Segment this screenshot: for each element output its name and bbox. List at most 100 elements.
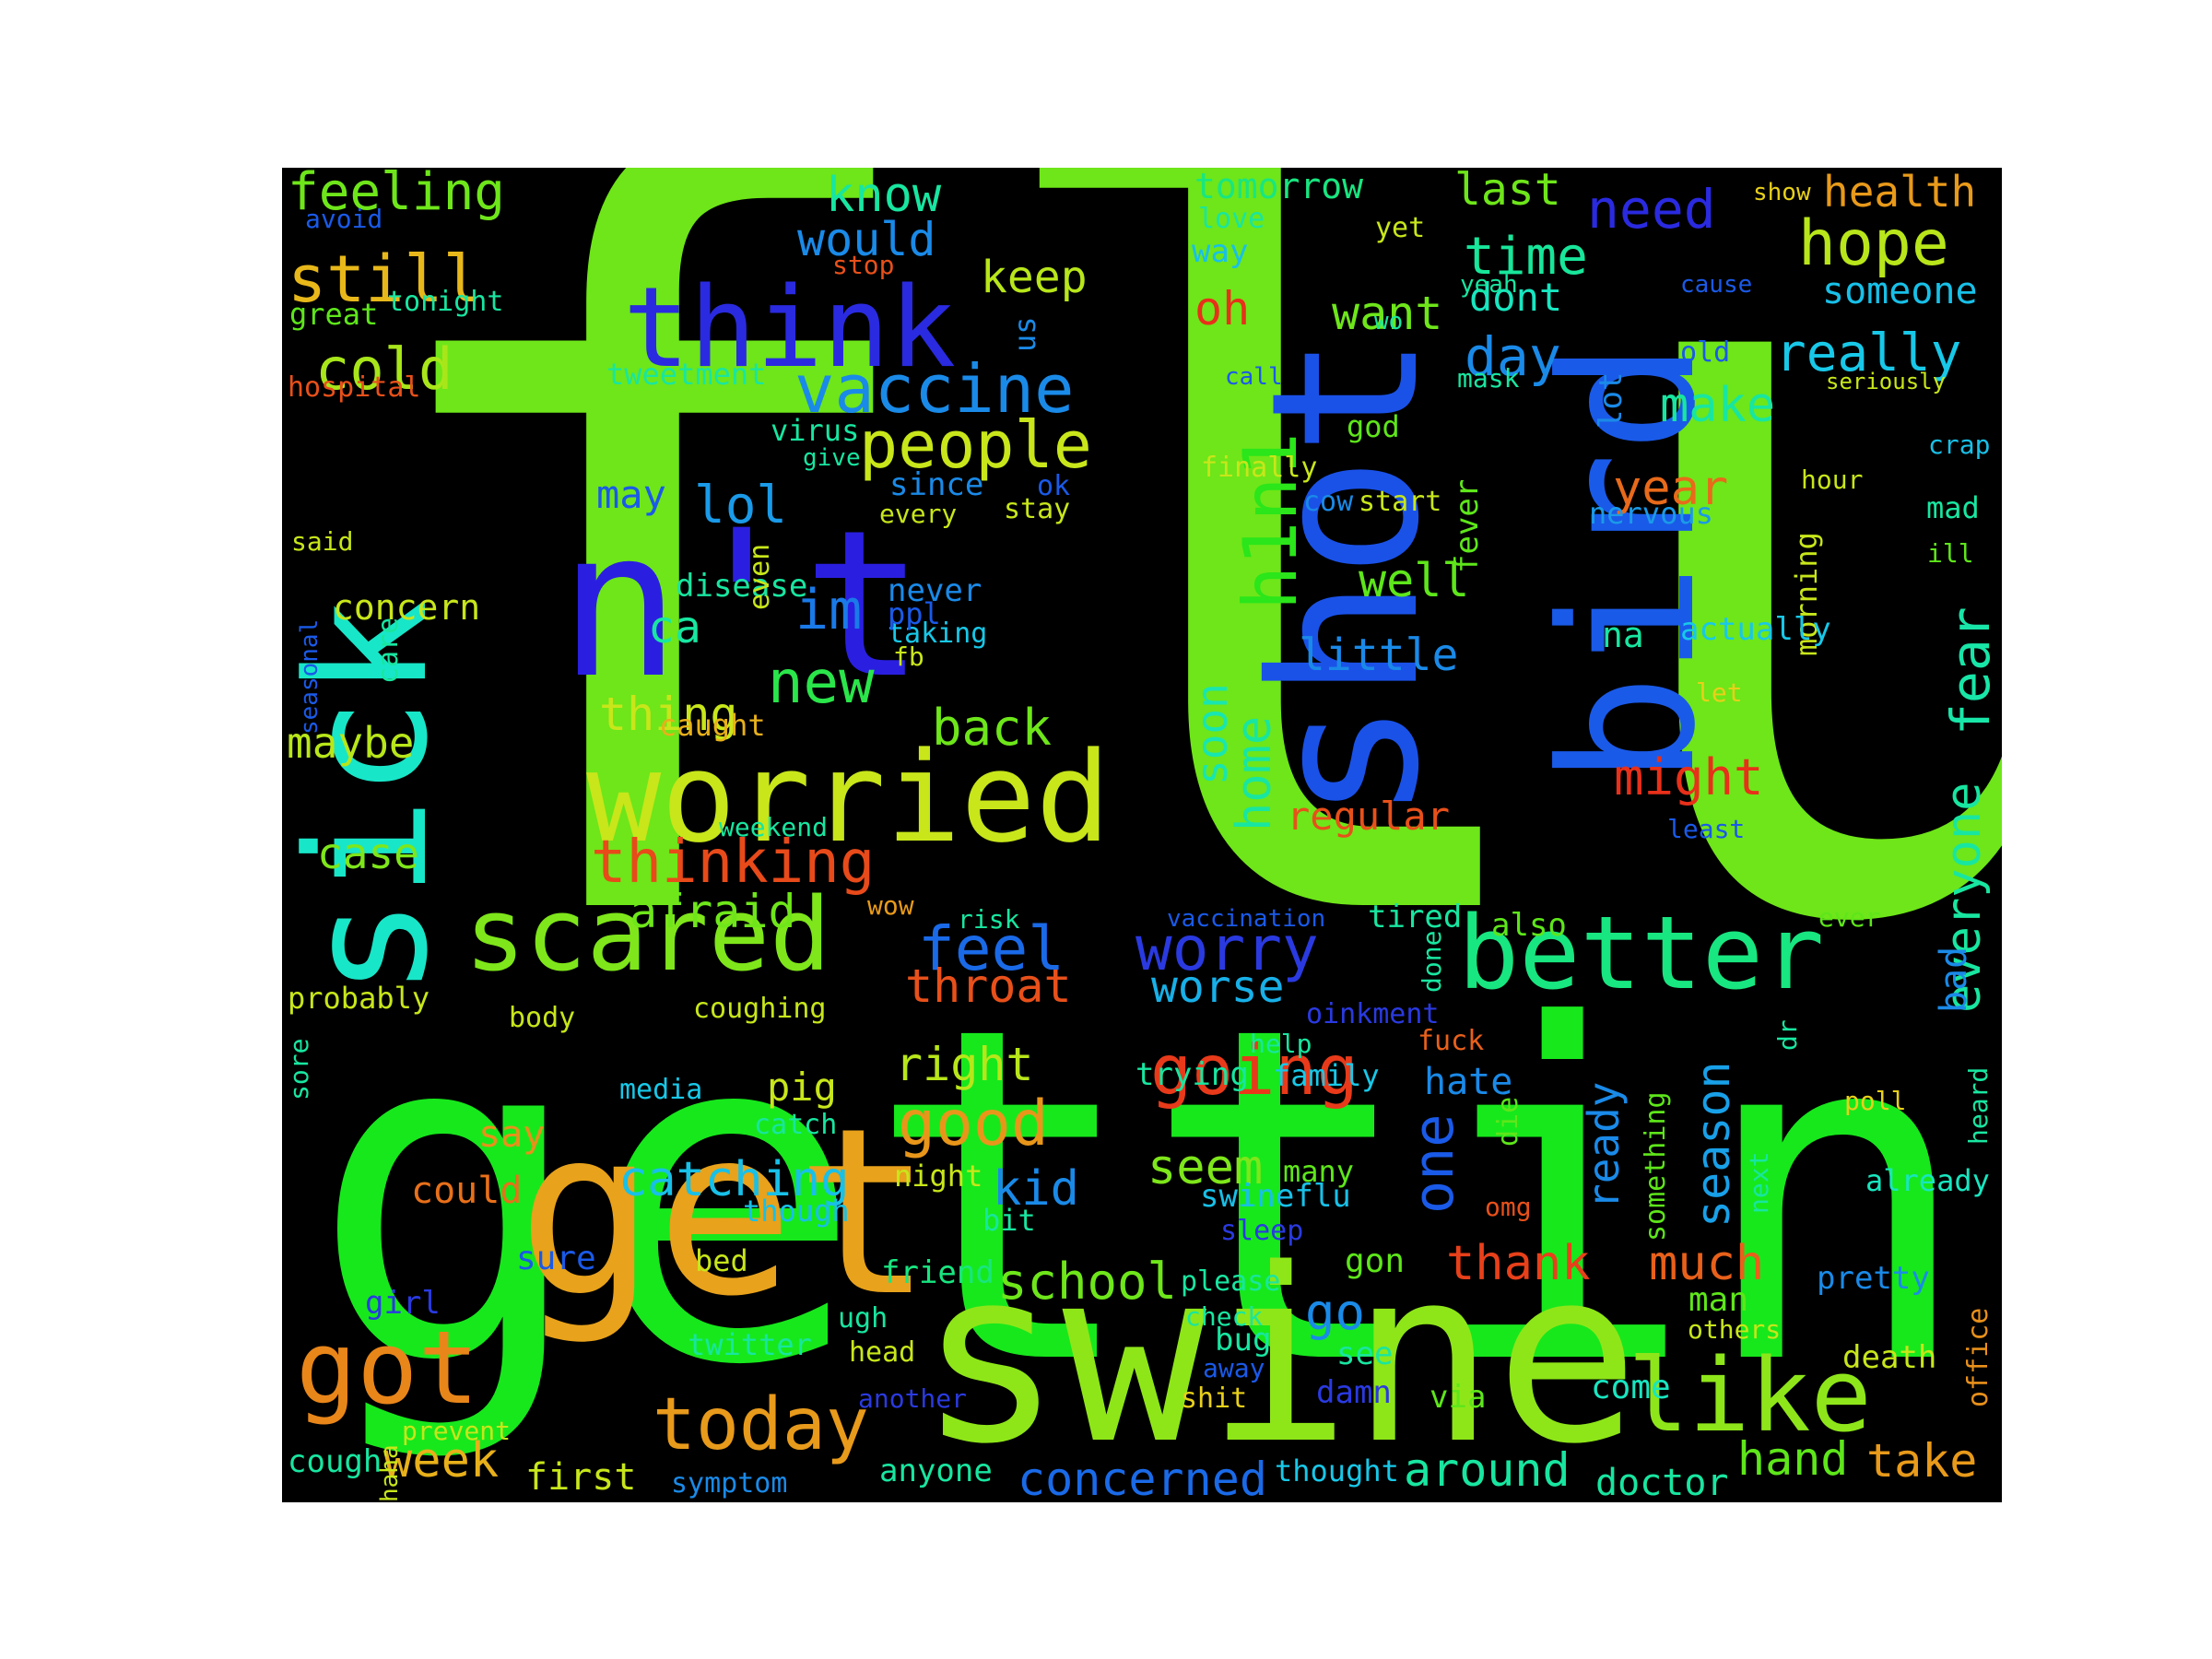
word-ready: ready [1579,1082,1629,1209]
word-swine: swine [918,1218,1640,1497]
word-bit: bit [982,1203,1036,1238]
word-one: one [1402,1114,1466,1214]
word-someone: someone [1822,270,1978,312]
word-time: time [1464,227,1588,287]
word-man: man [1688,1281,1748,1319]
word-via: via [1430,1379,1486,1416]
word-today: today [653,1383,869,1466]
word-year: year [1613,461,1728,516]
word-n-t: n't [559,487,924,723]
word-cold: cold [315,335,453,403]
word-like: like [1628,1336,1872,1454]
word-hour: hour [1801,465,1863,495]
word-go: go [1305,1283,1365,1341]
word-say: say [478,1113,545,1156]
word-start: start [1359,486,1441,518]
word-wow: wow [867,890,914,921]
word-dont: dont [1469,275,1562,320]
word-yeah: yeah [1460,271,1518,299]
word-night: night [894,1159,982,1194]
word-h1n1: h1n1 [1228,432,1313,610]
word-want: want [1332,287,1442,340]
word-case: case [317,829,419,878]
word-though: though [743,1194,850,1229]
word-lot: lot [1593,372,1630,429]
word-haha: haha [376,1444,404,1502]
word-last: last [1454,168,1561,216]
word-head: head [849,1336,915,1369]
word-got: got [296,1309,479,1427]
word-much: much [1649,1236,1764,1291]
word-worry: worry [1135,913,1319,984]
word-concerned: concerned [1018,1453,1267,1502]
word-sleep: sleep [1220,1215,1303,1247]
word-thinking: thinking [591,829,875,897]
word-media: media [619,1074,702,1106]
word-fever: fever [1449,479,1486,573]
word-crap: crap [1928,429,1990,460]
word-health: health [1823,168,1976,217]
word-stop: stop [832,250,894,280]
word-bed: bed [695,1243,748,1278]
word-may: may [596,472,666,517]
word-season: season [1687,1061,1740,1228]
word-going: going [1150,1030,1359,1111]
word-anyone: anyone [879,1453,993,1489]
word-bad: bad [1933,947,1975,1013]
word-ok: ok [1037,470,1070,502]
word-prevent: prevent [402,1416,511,1446]
word-caught: caught [659,708,766,743]
word-pretty: pretty [1817,1260,1930,1297]
word-love: love [1198,203,1265,235]
word-mad: mad [1926,490,1980,525]
word-ca: ca [648,602,701,653]
word-symptom: symptom [671,1467,787,1500]
word-sure: sure [516,1240,596,1277]
word-around: around [1404,1443,1571,1497]
word-thing: thing [599,688,738,741]
word-please: please [1181,1265,1280,1298]
word-actually: actually [1680,611,1831,648]
word-see: see [1336,1335,1393,1372]
word-seriously: seriously [1826,369,1946,394]
word-finally: finally [1201,452,1317,484]
word-taking: taking [888,618,987,650]
word-probably: probably [288,981,429,1016]
word-right: right [895,1038,1034,1091]
word-vaccination: vaccination [1167,905,1325,933]
word-might: might [1614,748,1764,806]
word-bug: bug [1215,1322,1271,1359]
word-thank: thank [1446,1236,1591,1291]
word-cough: cough [288,1443,382,1480]
word-flu: flu [337,168,2002,1149]
word-hospital: hospital [288,371,421,404]
word-great: great [289,297,378,332]
word-fear: fear [1939,606,2002,735]
word-cloud-canvas: flugettingswineget n't shot bird sick worried… [282,168,2002,1502]
word-girl: girl [365,1285,441,1322]
word-cow: cow [1303,486,1354,518]
word-catch: catch [754,1109,837,1141]
word-another: another [858,1383,967,1414]
word-hope: hope [1798,207,1949,280]
word-wo: wo [1374,308,1403,335]
word-care: care [372,618,405,684]
word-back: back [932,699,1052,757]
word-away: away [1203,1353,1265,1383]
word-shot: shot [1228,334,1464,822]
word-hate: hate [1424,1061,1512,1103]
word-god: god [1347,409,1400,444]
word-mask: mask [1457,363,1520,394]
word-way: way [1192,233,1248,270]
word-doctor: doctor [1595,1462,1729,1502]
word-avoid: avoid [305,204,382,234]
word-na: na [1602,615,1644,655]
word-well: well [1359,554,1469,607]
word-make: make [1660,378,1775,433]
word-already: already [1865,1163,1990,1198]
word-kid: kid [993,1161,1079,1217]
word-tired: tired [1368,899,1462,935]
word-disease: disease [676,568,807,605]
word-feel: feel [918,913,1065,984]
word-afraid: afraid [629,885,796,938]
